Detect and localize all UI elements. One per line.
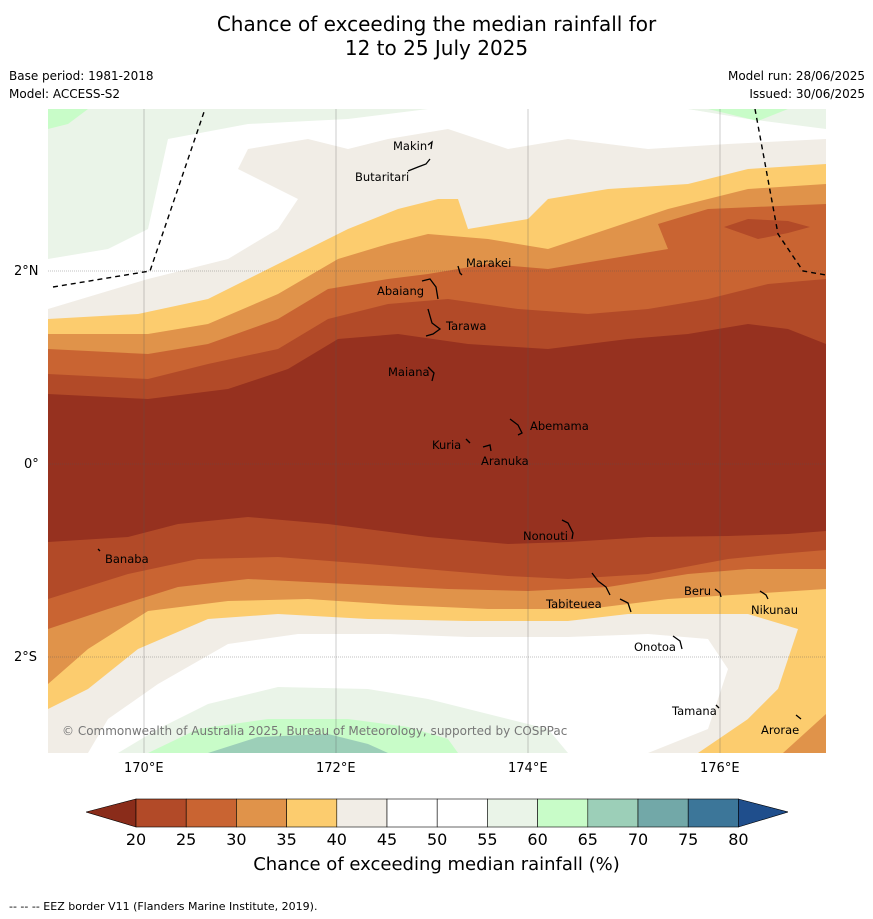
band-se-35 (698, 629, 826, 753)
meta-left: Base period: 1981-2018 Model: ACCESS-S2 (9, 67, 154, 103)
label-makin: Makin (393, 139, 428, 153)
eez-legend-footer: -- -- -- EEZ border V11 (Flanders Marine… (9, 900, 318, 913)
label-butaritari: Butaritari (355, 170, 410, 184)
colorbar-cell (687, 798, 739, 828)
band-s65 (208, 734, 388, 753)
label-nonouti: Nonouti (523, 529, 568, 543)
colorbar-cell (236, 798, 287, 828)
meta-right: Model run: 28/06/2025 Issued: 30/06/2025 (728, 67, 865, 103)
label-tamana: Tamana (672, 704, 717, 718)
lat-gridlines (48, 270, 826, 658)
colorbar-cell (386, 798, 438, 828)
band-light-green-corner-r (708, 109, 788, 121)
issued-date: Issued: 30/06/2025 (749, 87, 865, 101)
colorbar-cell (587, 798, 639, 828)
colorbar-cell (336, 798, 388, 828)
colorbar-tick-label: 70 (627, 830, 649, 849)
label-nikunau: Nikunau (751, 603, 799, 617)
colorbar-cell (487, 798, 538, 828)
label-kuria: Kuria (432, 438, 462, 452)
colorbar-cells (86, 798, 788, 828)
colorbar-cell (286, 798, 338, 828)
title-line-2: 12 to 25 July 2025 (344, 36, 529, 60)
gridlines (143, 109, 721, 753)
label-maiana: Maiana (388, 365, 430, 379)
eez-border (52, 109, 826, 288)
title-line-1: Chance of exceeding the median rainfall … (216, 12, 657, 36)
label-onotoa: Onotoa (634, 640, 676, 654)
band-20-patch (724, 219, 810, 239)
rainfall-map (48, 109, 826, 753)
label-arorae: Arorae (761, 723, 800, 737)
colorbar-tick-label: 60 (527, 830, 548, 849)
colorbar-cell (135, 798, 187, 828)
colorbar-tick-label: 45 (376, 830, 398, 849)
chart-title: Chance of exceeding the median rainfall … (0, 12, 873, 60)
model-name: Model: ACCESS-S2 (9, 87, 121, 101)
colorbar-tick-label: 80 (728, 830, 749, 849)
colorbar-cell (537, 798, 589, 828)
label-abaiang: Abaiang (377, 284, 425, 298)
colorbar-title: Chance of exceeding median rainfall (%) (253, 854, 620, 875)
colorbar-tick-label: 50 (427, 830, 448, 849)
colorbar-tick-label: 55 (477, 830, 498, 849)
colorbar-tick-label: 20 (125, 830, 147, 849)
colorbar-high-extend (738, 798, 788, 828)
colorbar-tick-label: 35 (276, 830, 297, 849)
colorbar-tick-label: 75 (678, 830, 699, 849)
base-period: Base period: 1981-2018 (9, 69, 154, 83)
label-tabiteuea: Tabiteuea (546, 597, 602, 611)
colorbar-cell (436, 798, 488, 828)
lon-label-172: 172°E (316, 761, 356, 776)
colorbar-tick-label: 30 (226, 830, 247, 849)
label-banaba: Banaba (105, 552, 149, 566)
label-beru: Beru (684, 584, 711, 598)
colorbar-tick-label: 65 (577, 830, 598, 849)
lat-label-0: 0° (24, 457, 39, 472)
label-aranuka: Aranuka (481, 454, 529, 468)
band-green-top (48, 109, 826, 259)
label-marakei: Marakei (466, 256, 512, 270)
islands (97, 140, 802, 720)
colorbar-tick-label: 25 (176, 830, 197, 849)
lon-label-174: 174°E (508, 761, 548, 776)
lat-label-2s: 2°S (14, 650, 38, 665)
lat-label-2n: 2°N (14, 264, 39, 279)
copyright-notice: © Commonwealth of Australia 2025, Bureau… (62, 724, 568, 738)
label-tarawa: Tarawa (446, 319, 487, 333)
colorbar (86, 798, 788, 828)
lon-label-170: 170°E (124, 761, 164, 776)
model-run: Model run: 28/06/2025 (727, 69, 865, 83)
colorbar-cell (185, 798, 237, 828)
label-abemama: Abemama (530, 419, 589, 433)
colorbar-tick-label: 40 (326, 830, 347, 849)
lon-label-176: 176°E (700, 761, 740, 776)
colorbar-cell (637, 798, 689, 828)
band-se-30 (783, 714, 826, 753)
band-light-green-corner (48, 109, 88, 129)
colorbar-low-extend (86, 798, 137, 828)
